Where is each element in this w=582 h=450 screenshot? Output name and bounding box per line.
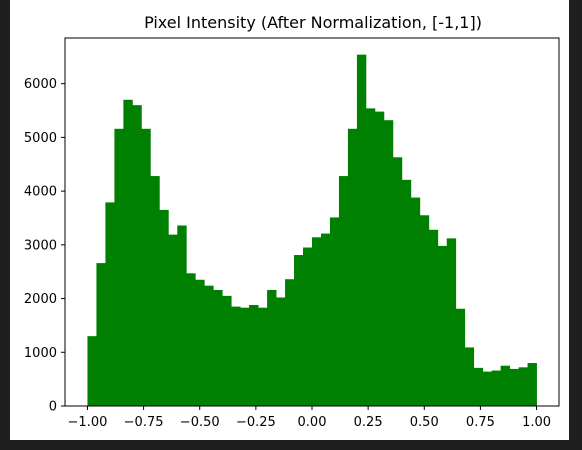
histogram-bar	[222, 295, 232, 406]
histogram-bar	[87, 336, 97, 406]
histogram-bar	[356, 54, 367, 406]
histogram-bar	[312, 237, 322, 406]
histogram-bar	[473, 367, 484, 406]
histogram-bar	[267, 289, 277, 406]
plot-frame	[64, 37, 560, 407]
x-tick-label: 0.75	[466, 415, 495, 430]
y-tick-label: 5000	[24, 131, 57, 146]
histogram-bar	[338, 176, 349, 406]
histogram-chart: Pixel Intensity (After Normalization, [-…	[24, 13, 560, 430]
histogram-bar	[213, 289, 223, 406]
histogram-bar	[168, 234, 178, 406]
histogram-bar	[527, 363, 537, 406]
histogram-bar	[500, 365, 510, 406]
histogram-bar	[294, 255, 304, 406]
histogram-bar	[410, 197, 421, 406]
y-tick-label: 4000	[24, 185, 57, 200]
histogram-bar	[132, 105, 142, 406]
figure-frame: Pixel Intensity (After Normalization, [-…	[10, 0, 569, 440]
histogram-bar	[150, 176, 160, 406]
y-tick-label: 3000	[24, 238, 57, 253]
histogram-bar	[96, 263, 106, 406]
histogram-bar	[186, 273, 196, 406]
y-tick-label: 0	[49, 400, 57, 415]
histogram-bar	[320, 233, 331, 406]
y-axis: 0 1000 2000 3000 4000 5000 6000	[24, 77, 65, 415]
y-tick-label: 6000	[24, 77, 57, 92]
histogram-bar	[114, 128, 124, 406]
histogram-bar	[437, 245, 448, 406]
histogram-bar	[509, 368, 519, 406]
histogram-bar	[204, 285, 214, 406]
histogram-bar	[258, 307, 268, 406]
histogram-bar	[159, 209, 169, 406]
histogram-bar	[105, 202, 115, 406]
histogram-bar	[383, 120, 394, 406]
histogram-bar	[446, 238, 457, 406]
histogram-bar	[303, 247, 313, 406]
histogram-bar	[455, 308, 466, 406]
x-tick-label: 0.25	[354, 415, 383, 430]
histogram-bar	[276, 297, 286, 406]
histogram-bar	[141, 128, 151, 406]
histogram-bar	[177, 225, 187, 406]
x-tick-label: −0.50	[180, 415, 220, 430]
histogram-bar	[365, 108, 376, 406]
histogram-bar	[195, 279, 205, 406]
histogram-bar	[392, 157, 403, 406]
histogram-bar	[491, 370, 502, 406]
histogram-bar	[401, 179, 412, 406]
histogram-bar	[518, 367, 528, 406]
histogram-bar	[374, 111, 385, 406]
y-tick-label: 2000	[24, 292, 57, 307]
histogram-bar	[347, 128, 358, 406]
y-tick-label: 1000	[24, 346, 57, 361]
histogram-bar	[329, 217, 340, 406]
x-tick-label: 0.00	[298, 415, 327, 430]
histogram-bar	[249, 305, 259, 406]
x-axis: −1.00 −0.75 −0.50 −0.25 0.00 0.25 0.50 0.75 1.00	[68, 406, 551, 430]
histogram-bar	[482, 371, 493, 406]
chart-title: Pixel Intensity (After Normalization, [-…	[144, 13, 482, 32]
histogram-bar	[428, 229, 439, 406]
x-tick-label: −1.00	[68, 415, 108, 430]
histogram-bar	[419, 215, 430, 406]
x-tick-label: −0.25	[236, 415, 276, 430]
histogram-bar	[240, 307, 250, 406]
histogram-bar	[231, 306, 241, 406]
histogram-bar	[285, 279, 295, 406]
histogram-bar	[123, 99, 133, 407]
histogram-bars	[87, 54, 537, 407]
x-tick-label: −0.75	[124, 415, 164, 430]
histogram-bar	[464, 347, 475, 406]
x-tick-label: 0.50	[410, 415, 439, 430]
x-tick-label: 1.00	[522, 415, 551, 430]
